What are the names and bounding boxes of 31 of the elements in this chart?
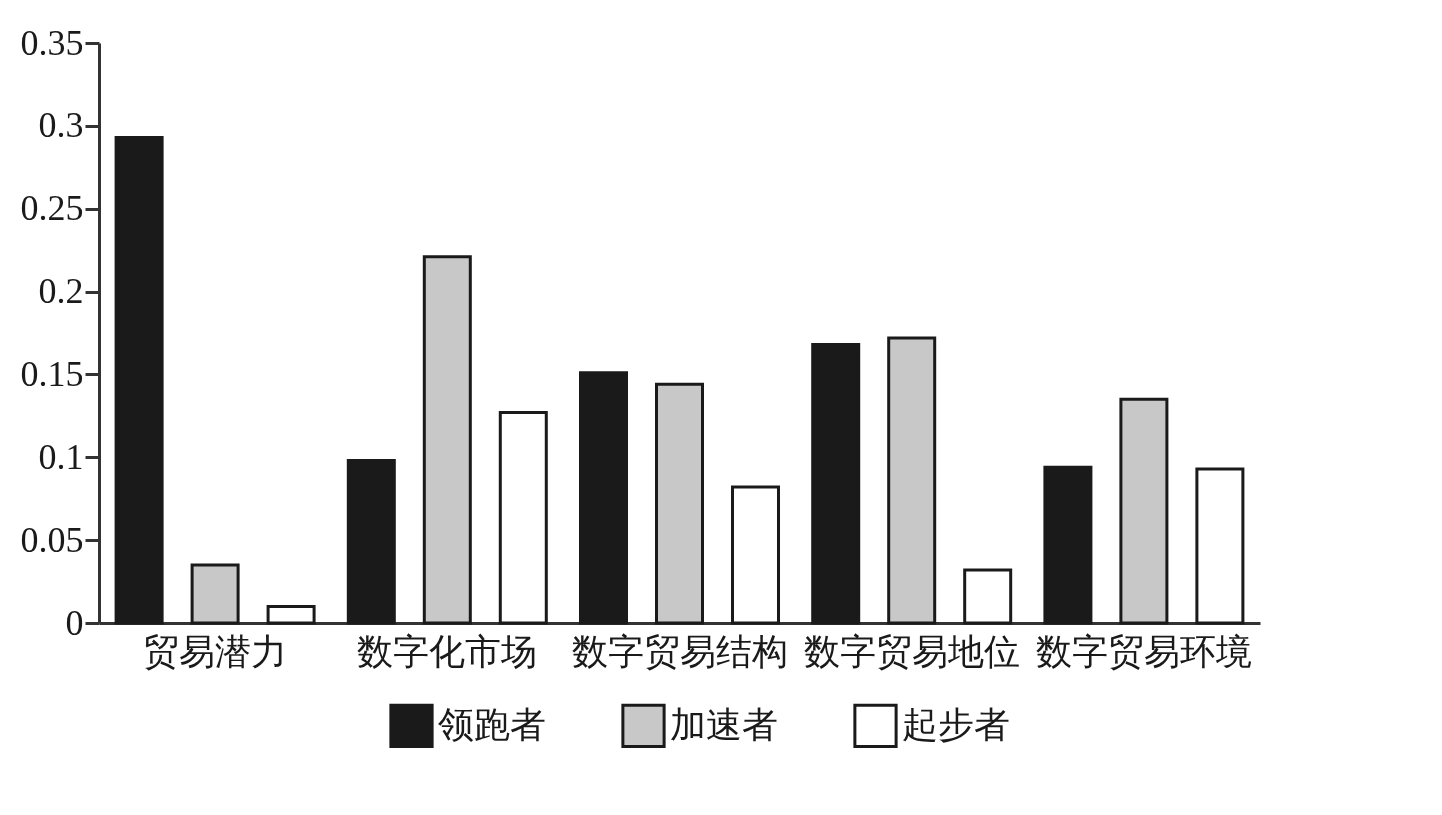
y-tick-label: 0.25 <box>20 188 84 229</box>
bar <box>346 459 396 625</box>
bar <box>963 568 1013 625</box>
y-tick-label: 0.35 <box>20 22 84 63</box>
bar <box>498 411 548 625</box>
x-tick-label: 数字贸易结构 <box>571 631 788 672</box>
x-tick-label: 数字贸易地位 <box>803 631 1020 672</box>
bar <box>1195 467 1245 625</box>
legend-label: 加速者 <box>670 704 778 745</box>
y-tick-label: 0.3 <box>38 105 84 146</box>
bar <box>655 382 704 625</box>
legend-label: 起步者 <box>902 704 1010 745</box>
bar <box>811 343 861 625</box>
y-tick-label: 0 <box>65 602 84 643</box>
y-tick-label: 0.1 <box>38 436 84 477</box>
x-tick-label: 数字贸易环境 <box>1035 631 1252 672</box>
bar <box>422 255 472 625</box>
y-tick-label: 0.15 <box>20 353 84 394</box>
bar <box>266 604 316 625</box>
bar <box>579 371 629 625</box>
bar <box>114 135 164 625</box>
bar <box>190 563 240 625</box>
bar <box>1043 465 1093 625</box>
bar <box>1119 397 1169 625</box>
x-tick-label: 数字化市场 <box>357 631 538 672</box>
y-tick-label: 0.05 <box>20 519 84 560</box>
y-tick-label: 0.2 <box>38 271 84 312</box>
x-tick-label: 贸易潜力 <box>143 631 288 672</box>
legend-label: 领跑者 <box>438 704 546 745</box>
bar <box>730 485 780 625</box>
bar <box>887 336 937 625</box>
